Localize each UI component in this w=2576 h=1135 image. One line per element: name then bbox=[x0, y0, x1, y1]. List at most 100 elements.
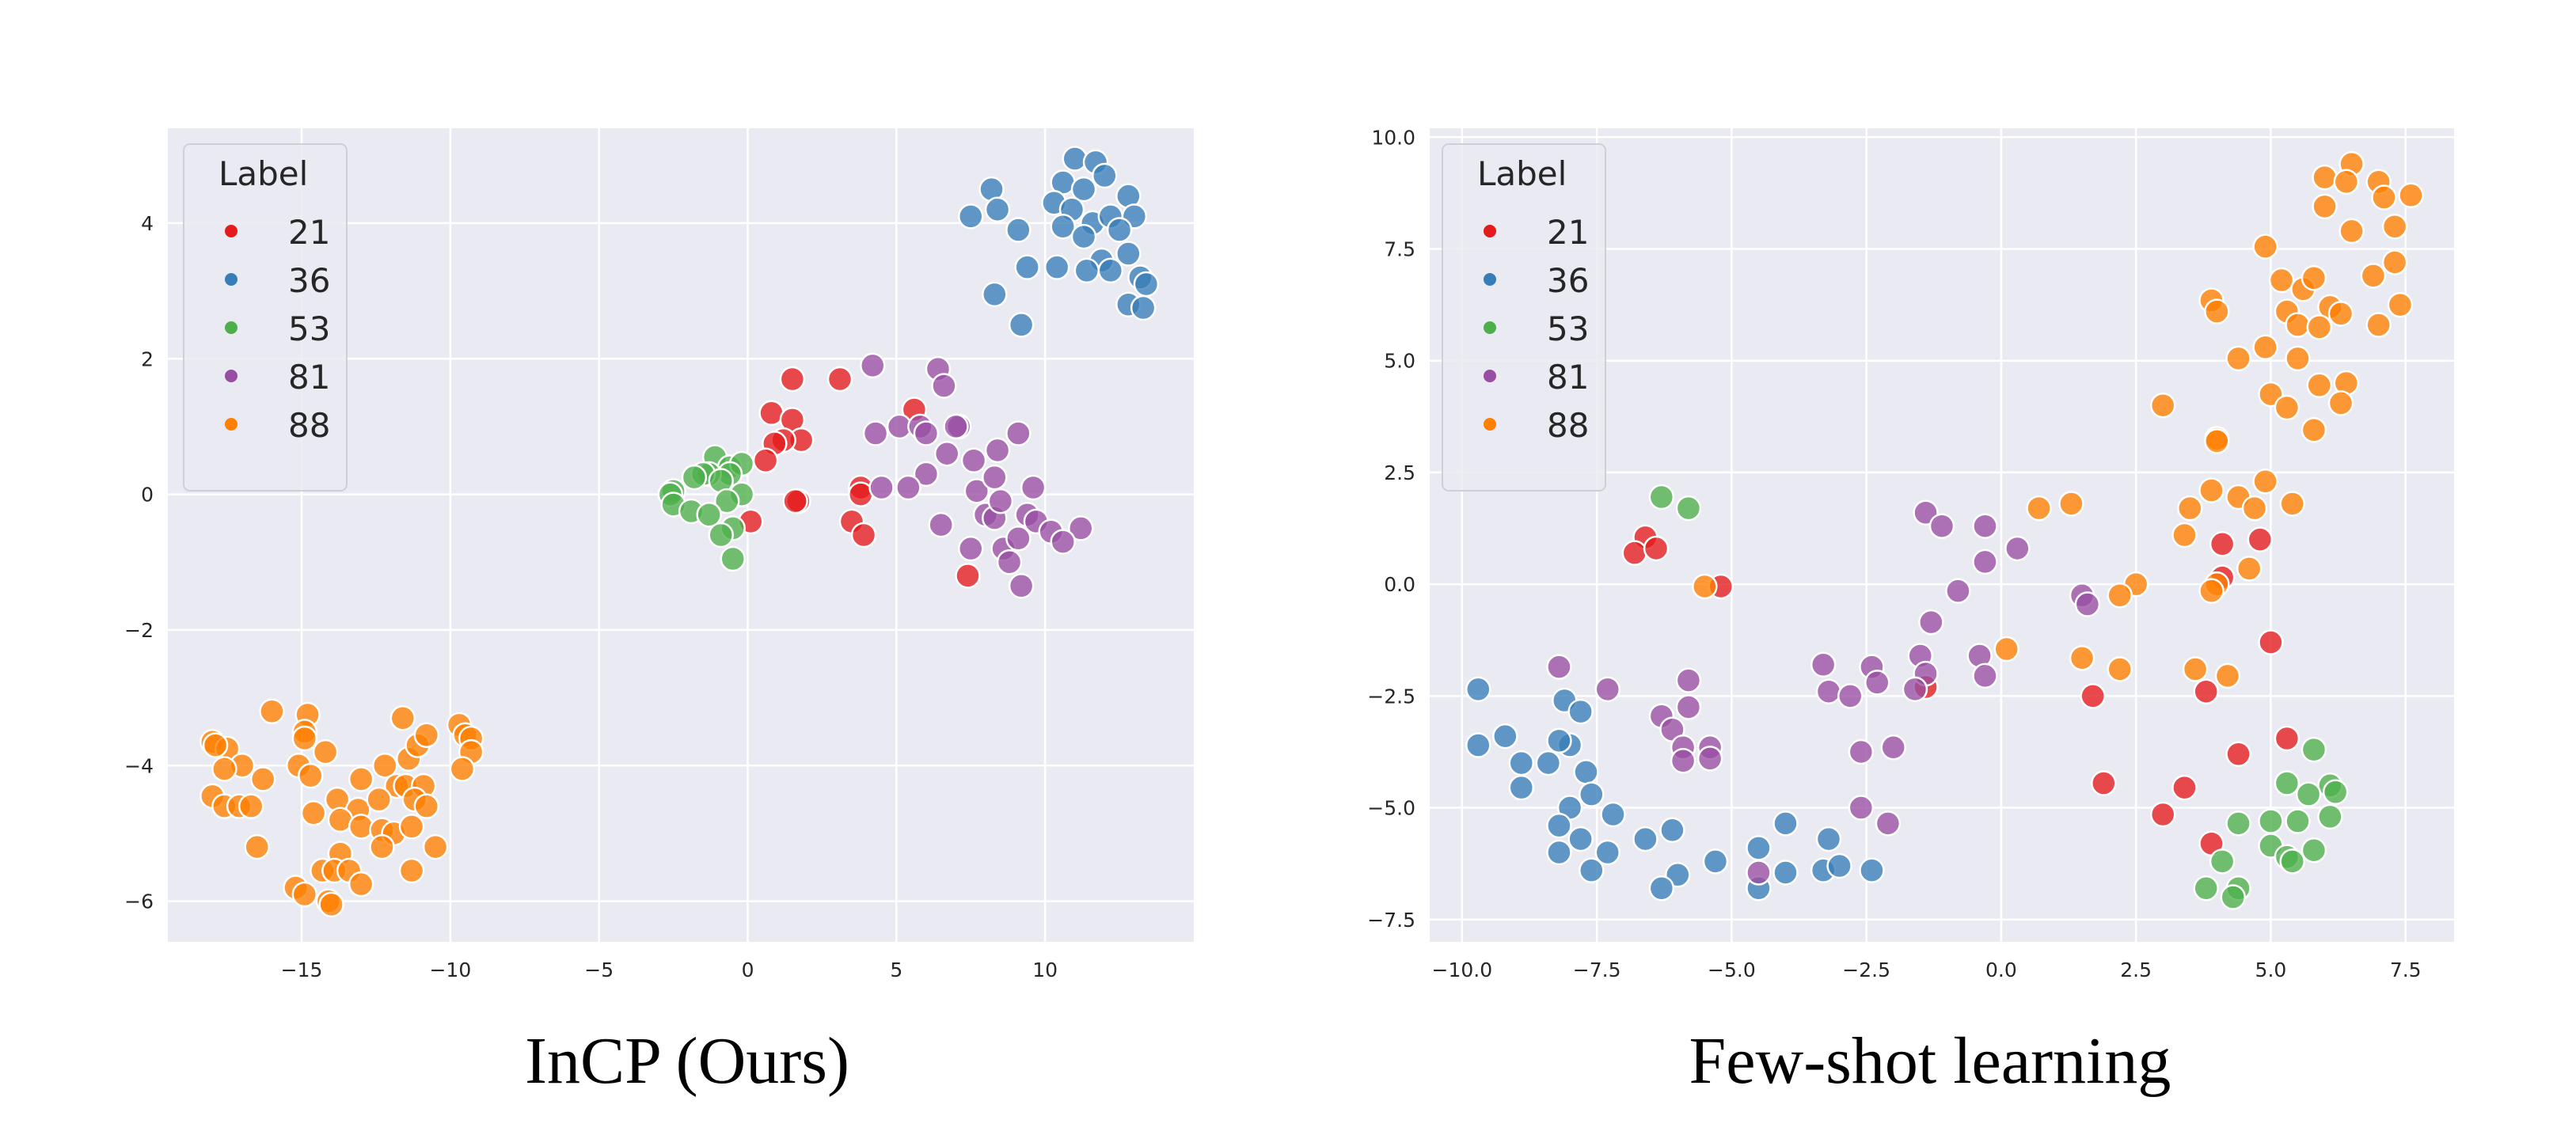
data-point-label-53 bbox=[2285, 808, 2311, 834]
y-tick-labels-incp: −6 −4 −2 0 2 4 bbox=[124, 212, 154, 913]
data-point-label-21 bbox=[2171, 774, 2198, 801]
data-point-label-88 bbox=[2387, 291, 2414, 318]
data-point-label-36 bbox=[1573, 759, 1599, 785]
data-point-label-53 bbox=[2301, 736, 2327, 763]
legend-label-88: 88 bbox=[1547, 406, 1589, 445]
data-point-label-53 bbox=[1675, 495, 1702, 522]
data-point-label-81 bbox=[996, 549, 1023, 575]
x-tick-label: 0.0 bbox=[1985, 958, 2017, 981]
data-point-label-81 bbox=[982, 464, 1008, 491]
data-point-label-88 bbox=[2301, 264, 2327, 291]
data-point-label-88 bbox=[318, 891, 344, 918]
data-point-label-88 bbox=[2306, 372, 2332, 399]
scatter-panel-incp: −15 −10 −5 0 5 10 −6 −4 −2 0 2 4 Label 21 36 53 81 88 I… bbox=[124, 128, 1194, 1098]
y-tick-label: −6 bbox=[124, 890, 154, 913]
data-point-label-81 bbox=[1815, 678, 1842, 704]
data-point-label-81 bbox=[1972, 662, 1998, 689]
data-point-label-88 bbox=[2241, 495, 2268, 522]
data-point-label-21 bbox=[2258, 629, 2284, 655]
data-point-label-36 bbox=[1043, 254, 1070, 280]
data-point-label-88 bbox=[2252, 468, 2278, 495]
data-point-label-88 bbox=[2301, 417, 2327, 443]
data-point-label-88 bbox=[2371, 184, 2397, 211]
y-tick-labels-few-shot: −7.5 −5.0 −2.5 0.0 2.5 5.0 7.5 10.0 bbox=[1367, 126, 1415, 931]
data-point-label-21 bbox=[955, 563, 981, 589]
x-tick-label: −5.0 bbox=[1708, 958, 1756, 981]
legend-marker-36 bbox=[1484, 273, 1496, 286]
data-point-label-88 bbox=[2312, 193, 2338, 220]
data-point-label-36 bbox=[1567, 826, 1594, 852]
data-point-label-53 bbox=[2279, 848, 2305, 875]
data-point-label-88 bbox=[2306, 314, 2332, 340]
data-point-label-88 bbox=[2333, 169, 2360, 195]
data-point-label-88 bbox=[244, 833, 270, 860]
data-point-label-36 bbox=[1008, 312, 1035, 338]
legend-label-21: 21 bbox=[288, 213, 330, 252]
legend-marker-21 bbox=[225, 225, 237, 237]
data-point-label-36 bbox=[1465, 732, 1491, 758]
data-point-label-88 bbox=[366, 786, 392, 813]
x-tick-label: −2.5 bbox=[1842, 958, 1890, 981]
data-point-label-88 bbox=[2204, 428, 2230, 454]
data-point-label-81 bbox=[1848, 795, 1875, 821]
x-tick-label: 5.0 bbox=[2255, 958, 2287, 981]
data-point-label-81 bbox=[1928, 513, 1955, 539]
data-point-label-81 bbox=[963, 478, 990, 504]
legend-title: Label bbox=[1477, 154, 1567, 193]
data-point-label-21 bbox=[2091, 770, 2117, 796]
data-point-label-88 bbox=[2107, 583, 2133, 609]
data-point-label-36 bbox=[1579, 857, 1605, 883]
data-point-label-36 bbox=[1133, 271, 1160, 298]
data-point-label-81 bbox=[984, 437, 1011, 464]
data-point-label-36 bbox=[1097, 257, 1124, 284]
data-point-label-81 bbox=[1005, 420, 1032, 446]
data-point-label-36 bbox=[1772, 860, 1799, 886]
data-point-label-88 bbox=[2198, 477, 2225, 503]
data-point-label-36 bbox=[1579, 781, 1605, 807]
data-point-label-36 bbox=[1070, 223, 1097, 250]
legend-box bbox=[1442, 143, 1606, 492]
data-point-label-53 bbox=[708, 522, 734, 549]
legend-marker-21 bbox=[1484, 225, 1496, 237]
data-point-label-81 bbox=[1864, 670, 1890, 696]
data-point-label-88 bbox=[2365, 312, 2392, 338]
data-point-label-53 bbox=[2193, 875, 2219, 902]
y-tick-label: 2.5 bbox=[1384, 461, 1415, 484]
data-point-label-88 bbox=[2182, 656, 2209, 682]
data-point-label-53 bbox=[720, 545, 746, 572]
data-point-label-88 bbox=[2204, 298, 2230, 325]
data-point-label-88 bbox=[2069, 645, 2095, 671]
data-point-label-88 bbox=[211, 756, 237, 782]
data-point-label-81 bbox=[1670, 747, 1696, 774]
data-point-label-81 bbox=[987, 488, 1014, 514]
data-point-label-36 bbox=[1014, 254, 1040, 280]
data-point-label-36 bbox=[1465, 676, 1491, 703]
legend-label-81: 81 bbox=[1547, 358, 1589, 397]
y-tick-label: 0 bbox=[141, 484, 154, 507]
y-tick-label: −4 bbox=[124, 754, 154, 777]
data-point-label-88 bbox=[413, 722, 440, 748]
data-point-label-88 bbox=[2225, 345, 2251, 372]
y-tick-label: 5.0 bbox=[1384, 350, 1415, 373]
y-tick-label: −5.0 bbox=[1367, 797, 1415, 820]
data-point-label-36 bbox=[1130, 294, 1157, 321]
data-point-label-21 bbox=[2193, 678, 2219, 704]
data-point-label-53 bbox=[2322, 779, 2349, 806]
data-point-label-81 bbox=[2004, 535, 2031, 562]
x-tick-label: 5 bbox=[890, 958, 902, 981]
data-point-label-88 bbox=[348, 814, 374, 840]
data-point-label-81 bbox=[1972, 549, 1998, 575]
data-point-label-88 bbox=[1993, 636, 2019, 662]
legend-marker-36 bbox=[225, 273, 237, 286]
data-points-incp bbox=[199, 146, 1160, 918]
data-point-label-36 bbox=[1632, 826, 1658, 852]
data-point-label-81 bbox=[960, 447, 987, 474]
data-point-label-53 bbox=[681, 464, 708, 491]
data-point-label-36 bbox=[1746, 835, 1772, 861]
legend-title: Label bbox=[218, 154, 308, 193]
data-point-label-21 bbox=[2149, 801, 2176, 828]
data-point-label-21 bbox=[2080, 683, 2106, 709]
data-point-label-53 bbox=[2317, 803, 2343, 830]
data-point-label-88 bbox=[312, 738, 339, 765]
